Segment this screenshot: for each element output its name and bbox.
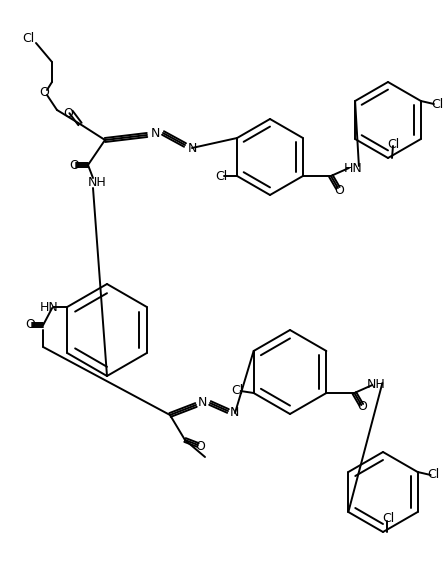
Text: O: O: [63, 106, 73, 119]
Text: O: O: [69, 159, 79, 171]
Text: N: N: [229, 406, 239, 419]
Text: N: N: [197, 397, 207, 410]
Text: O: O: [358, 401, 367, 414]
Text: Cl: Cl: [215, 170, 227, 183]
Text: N: N: [150, 126, 160, 139]
Text: O: O: [195, 440, 205, 453]
Text: O: O: [25, 319, 35, 332]
Text: NH: NH: [367, 378, 386, 391]
Text: Cl: Cl: [232, 385, 244, 398]
Text: O: O: [334, 183, 344, 196]
Text: NH: NH: [88, 175, 106, 188]
Text: N: N: [187, 142, 197, 155]
Text: Cl: Cl: [427, 468, 440, 481]
Text: Cl: Cl: [382, 512, 394, 525]
Text: HN: HN: [344, 162, 362, 175]
Text: Cl: Cl: [431, 97, 443, 110]
Text: Cl: Cl: [387, 138, 399, 150]
Text: O: O: [39, 85, 49, 98]
Text: HN: HN: [40, 300, 59, 314]
Text: Cl: Cl: [22, 31, 34, 44]
